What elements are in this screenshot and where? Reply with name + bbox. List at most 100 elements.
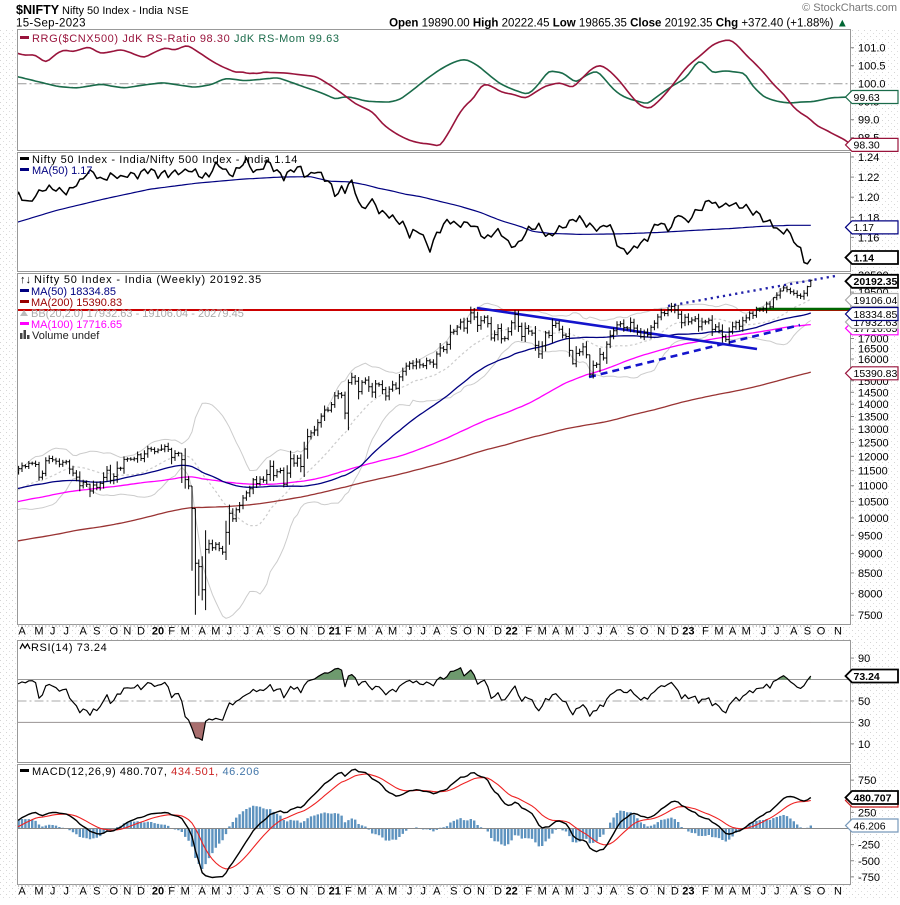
svg-text:S: S xyxy=(273,886,280,898)
svg-text:1.22: 1.22 xyxy=(858,172,879,184)
svg-text:M: M xyxy=(211,626,220,638)
svg-text:S: S xyxy=(627,886,634,898)
svg-text:M: M xyxy=(34,886,43,898)
svg-text:A: A xyxy=(433,886,441,898)
svg-text:A: A xyxy=(790,626,798,638)
svg-text:O: O xyxy=(110,886,119,898)
svg-text:M: M xyxy=(181,626,190,638)
svg-text:23: 23 xyxy=(682,626,694,638)
svg-text:A: A xyxy=(256,886,264,898)
svg-text:50: 50 xyxy=(858,696,870,708)
svg-text:12500: 12500 xyxy=(858,438,889,450)
svg-text:F: F xyxy=(702,626,709,638)
svg-text:O: O xyxy=(817,886,826,898)
svg-text:A: A xyxy=(552,626,560,638)
svg-text:12000: 12000 xyxy=(858,451,889,463)
svg-text:J: J xyxy=(420,886,426,898)
svg-text:J: J xyxy=(584,886,590,898)
svg-text:A: A xyxy=(790,886,798,898)
svg-text:F: F xyxy=(168,626,175,638)
svg-text:14000: 14000 xyxy=(858,399,889,411)
svg-text:M: M xyxy=(714,626,723,638)
svg-text:101.0: 101.0 xyxy=(858,43,886,55)
svg-text:M: M xyxy=(388,886,397,898)
svg-text:N: N xyxy=(477,626,485,638)
svg-text:O: O xyxy=(110,626,119,638)
svg-text:22: 22 xyxy=(505,886,517,898)
svg-text:1.20: 1.20 xyxy=(858,192,879,204)
svg-text:N: N xyxy=(123,886,131,898)
svg-text:S: S xyxy=(450,886,457,898)
svg-text:19106.04: 19106.04 xyxy=(854,295,898,307)
svg-text:N: N xyxy=(300,886,308,898)
svg-text:N: N xyxy=(657,886,665,898)
svg-text:30: 30 xyxy=(858,717,870,729)
svg-text:J: J xyxy=(244,626,250,638)
svg-text:A: A xyxy=(610,626,618,638)
svg-text:↑↓: ↑↓ xyxy=(20,274,31,286)
svg-text:100.5: 100.5 xyxy=(858,61,886,73)
svg-text:Open 19890.00 High 20222.45 Lo: Open 19890.00 High 20222.45 Low 19865.35… xyxy=(389,18,848,30)
svg-text:O: O xyxy=(286,886,295,898)
svg-text:13000: 13000 xyxy=(858,424,889,436)
svg-text:250: 250 xyxy=(858,807,876,819)
svg-text:20192.35: 20192.35 xyxy=(854,276,898,288)
svg-text:21: 21 xyxy=(329,626,341,638)
svg-text:16500: 16500 xyxy=(858,344,889,356)
svg-text:MA(100) 17716.65: MA(100) 17716.65 xyxy=(31,319,122,331)
svg-text:A: A xyxy=(18,626,26,638)
svg-text:13500: 13500 xyxy=(858,412,889,424)
svg-text:RRG($CNX500) JdK RS-Ratio 98.3: RRG($CNX500) JdK RS-Ratio 98.30 JdK RS-M… xyxy=(32,33,340,45)
svg-text:1.24: 1.24 xyxy=(858,152,879,164)
svg-text:11500: 11500 xyxy=(858,466,888,478)
svg-text:S: S xyxy=(93,626,100,638)
svg-text:M: M xyxy=(538,626,547,638)
svg-text:J: J xyxy=(774,886,780,898)
svg-text:J: J xyxy=(407,626,413,638)
svg-text:M: M xyxy=(538,886,547,898)
svg-text:M: M xyxy=(565,626,574,638)
svg-text:J: J xyxy=(227,886,233,898)
svg-text:9000: 9000 xyxy=(858,549,882,561)
svg-text:A: A xyxy=(80,626,88,638)
svg-text:18334.85: 18334.85 xyxy=(854,309,898,321)
svg-text:1.17: 1.17 xyxy=(854,222,875,234)
svg-text:J: J xyxy=(227,626,233,638)
svg-text:O: O xyxy=(286,626,295,638)
svg-text:J: J xyxy=(407,886,413,898)
svg-text:A: A xyxy=(18,886,26,898)
svg-text:J: J xyxy=(50,886,56,898)
svg-text:J: J xyxy=(63,886,69,898)
svg-text:10: 10 xyxy=(858,739,870,751)
svg-text:73.24: 73.24 xyxy=(854,671,880,683)
svg-text:23: 23 xyxy=(682,886,694,898)
svg-text:Volume undef: Volume undef xyxy=(32,330,100,342)
svg-text:15-Sep-2023: 15-Sep-2023 xyxy=(16,18,86,30)
svg-text:S: S xyxy=(627,626,634,638)
svg-text:10500: 10500 xyxy=(858,496,889,508)
svg-text:11000: 11000 xyxy=(858,481,888,493)
svg-text:M: M xyxy=(211,886,220,898)
svg-text:S: S xyxy=(450,626,457,638)
svg-text:D: D xyxy=(671,626,679,638)
svg-text:480.707: 480.707 xyxy=(854,792,892,804)
svg-text:21: 21 xyxy=(329,886,341,898)
svg-text:A: A xyxy=(256,626,264,638)
svg-text:MA(200) 15390.83: MA(200) 15390.83 xyxy=(31,297,122,309)
svg-text:M: M xyxy=(742,886,751,898)
svg-text:MA(50) 18334.85: MA(50) 18334.85 xyxy=(31,286,116,298)
svg-text:O: O xyxy=(640,886,649,898)
svg-text:© StockCharts.com: © StockCharts.com xyxy=(802,2,897,14)
svg-text:7500: 7500 xyxy=(858,610,882,622)
svg-text:J: J xyxy=(63,626,69,638)
svg-text:S: S xyxy=(93,886,100,898)
svg-text:F: F xyxy=(525,626,532,638)
svg-text:-500: -500 xyxy=(858,856,880,868)
svg-text:1.14: 1.14 xyxy=(854,252,875,264)
svg-text:-250: -250 xyxy=(858,840,880,852)
svg-text:M: M xyxy=(181,886,190,898)
svg-text:Nifty 50 Index - India: Nifty 50 Index - India xyxy=(62,5,164,17)
svg-text:S: S xyxy=(804,626,811,638)
svg-text:14500: 14500 xyxy=(858,387,889,399)
svg-text:M: M xyxy=(357,626,366,638)
